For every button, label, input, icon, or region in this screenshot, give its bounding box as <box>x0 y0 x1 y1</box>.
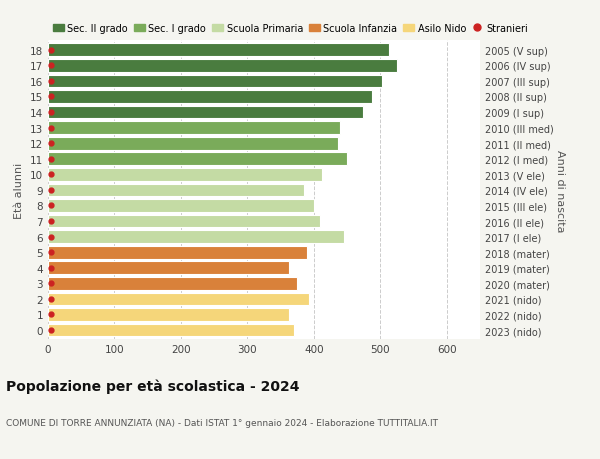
Bar <box>48 44 389 57</box>
Bar <box>48 246 307 259</box>
Text: Popolazione per età scolastica - 2024: Popolazione per età scolastica - 2024 <box>6 379 299 393</box>
Bar <box>48 262 289 274</box>
Text: COMUNE DI TORRE ANNUNZIATA (NA) - Dati ISTAT 1° gennaio 2024 - Elaborazione TUTT: COMUNE DI TORRE ANNUNZIATA (NA) - Dati I… <box>6 418 438 427</box>
Legend: Sec. II grado, Sec. I grado, Scuola Primaria, Scuola Infanzia, Asilo Nido, Stran: Sec. II grado, Sec. I grado, Scuola Prim… <box>53 23 529 34</box>
Bar <box>48 231 344 243</box>
Bar <box>48 324 294 337</box>
Bar <box>48 293 308 306</box>
Bar <box>48 277 297 290</box>
Bar <box>48 138 338 150</box>
Bar <box>48 60 397 73</box>
Bar <box>48 153 347 166</box>
Bar <box>48 308 289 321</box>
Bar <box>48 200 314 213</box>
Bar <box>48 184 304 197</box>
Bar <box>48 215 320 228</box>
Bar <box>48 91 373 104</box>
Bar <box>48 75 382 88</box>
Bar <box>48 168 322 181</box>
Y-axis label: Anni di nascita: Anni di nascita <box>555 149 565 232</box>
Bar <box>48 122 340 134</box>
Y-axis label: Età alunni: Età alunni <box>14 162 25 218</box>
Bar <box>48 106 363 119</box>
